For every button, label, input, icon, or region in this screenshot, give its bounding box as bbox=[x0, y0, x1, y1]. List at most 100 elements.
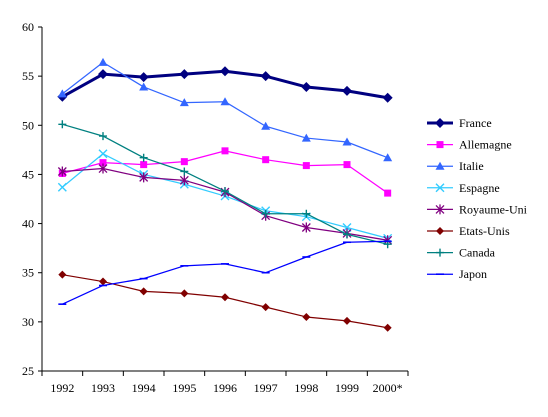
data-point-etats-unis bbox=[343, 316, 351, 325]
legend-label: Japon bbox=[459, 267, 487, 281]
x-tick-label: 1997 bbox=[254, 381, 278, 395]
x-tick-label: 1996 bbox=[213, 381, 237, 395]
data-point-france bbox=[382, 92, 393, 103]
legend-label: Espagne bbox=[459, 181, 500, 195]
y-tick-label: 45 bbox=[22, 167, 34, 181]
data-point-etats-unis bbox=[99, 277, 107, 286]
data-point-allemagne bbox=[302, 162, 310, 170]
data-point-italie bbox=[383, 153, 393, 162]
data-point-allemagne bbox=[343, 161, 351, 169]
x-axis-ticks: 1992 1993 1994 1995 1996 1997 1998 1999 2000* bbox=[41, 371, 409, 395]
y-tick-label: 60 bbox=[22, 20, 34, 34]
legend-item-etats-unis: Etats-Unis bbox=[427, 224, 510, 238]
series-line-canada bbox=[62, 123, 388, 245]
series-line-italie bbox=[61, 61, 388, 159]
data-point-france bbox=[260, 71, 271, 82]
legend-label: Allemagne bbox=[459, 138, 512, 152]
y-tick-label: 40 bbox=[22, 217, 34, 231]
data-point-royaume-uni bbox=[179, 175, 189, 186]
legend-swatch-marker bbox=[435, 161, 445, 170]
series-japon bbox=[58, 240, 392, 305]
data-point-canada bbox=[343, 230, 351, 239]
data-point-allemagne bbox=[221, 147, 229, 155]
data-point-etats-unis bbox=[180, 289, 189, 298]
data-point-italie bbox=[301, 133, 311, 142]
y-tick-label: 55 bbox=[22, 69, 34, 83]
legend-swatch-marker bbox=[435, 118, 445, 128]
data-point-etats-unis bbox=[302, 312, 311, 321]
legend-item-royaume-uni: Royaume-Uni bbox=[427, 202, 528, 216]
x-tick-label: 1992 bbox=[50, 381, 74, 395]
data-point-etats-unis bbox=[221, 293, 229, 302]
y-axis-ticks: 25 30 35 40 45 50 55 60 bbox=[22, 20, 42, 378]
data-point-france bbox=[98, 69, 108, 80]
data-point-italie bbox=[261, 121, 271, 130]
x-tick-label: 1999 bbox=[335, 381, 359, 395]
data-point-espagne bbox=[98, 149, 108, 159]
x-tick-label: 1995 bbox=[172, 381, 196, 395]
series-layer bbox=[57, 57, 393, 332]
data-point-france bbox=[179, 69, 190, 80]
legend-item-italie: Italie bbox=[427, 159, 484, 173]
data-point-france bbox=[342, 85, 352, 96]
data-point-italie bbox=[342, 137, 352, 146]
x-tick-label: 2000* bbox=[373, 381, 403, 395]
data-point-allemagne bbox=[99, 159, 107, 167]
axes bbox=[41, 27, 408, 372]
y-tick-label: 35 bbox=[22, 266, 34, 280]
data-point-royaume-uni bbox=[139, 172, 149, 183]
data-point-canada bbox=[261, 209, 270, 218]
legend-item-france: France bbox=[427, 116, 492, 130]
legend-label: Etats-Unis bbox=[459, 224, 510, 238]
legend-swatch-marker bbox=[436, 227, 444, 235]
legend-swatch-marker bbox=[436, 141, 444, 149]
data-point-france bbox=[301, 81, 312, 92]
legend: France Allemagne Italie Espagne Royaume-Uni E… bbox=[427, 116, 528, 281]
data-point-etats-unis bbox=[139, 287, 148, 296]
data-point-allemagne bbox=[140, 161, 148, 169]
data-point-royaume-uni bbox=[98, 163, 108, 174]
data-point-italie bbox=[179, 98, 189, 107]
data-point-royaume-uni bbox=[301, 222, 311, 233]
legend-item-allemagne: Allemagne bbox=[427, 138, 512, 152]
data-point-italie bbox=[57, 89, 67, 98]
data-point-espagne bbox=[57, 182, 67, 192]
y-tick-label: 25 bbox=[22, 364, 34, 378]
legend-swatch-marker bbox=[435, 204, 445, 215]
data-point-canada bbox=[221, 187, 229, 196]
series-italie bbox=[57, 57, 393, 162]
legend-swatch-marker bbox=[436, 248, 444, 257]
data-point-royaume-uni bbox=[57, 166, 67, 177]
x-tick-label: 1994 bbox=[132, 381, 156, 395]
x-tick-label: 1998 bbox=[294, 381, 318, 395]
data-point-allemagne bbox=[180, 158, 188, 166]
series-france bbox=[57, 66, 393, 103]
legend-label: Canada bbox=[459, 246, 496, 260]
data-point-italie bbox=[139, 82, 149, 91]
legend-swatch-marker bbox=[435, 183, 445, 193]
data-point-etats-unis bbox=[58, 270, 67, 279]
data-point-allemagne bbox=[262, 156, 270, 164]
legend-label: Italie bbox=[459, 159, 484, 173]
data-point-allemagne bbox=[384, 189, 392, 197]
legend-item-canada: Canada bbox=[427, 246, 496, 260]
legend-item-espagne: Espagne bbox=[427, 181, 500, 195]
series-etats-unis bbox=[58, 270, 392, 332]
series-canada bbox=[58, 120, 392, 249]
legend-label: Royaume-Uni bbox=[459, 202, 528, 216]
legend-item-japon: Japon bbox=[427, 267, 487, 281]
legend-label: France bbox=[459, 116, 492, 130]
data-point-canada bbox=[58, 120, 67, 129]
y-tick-label: 50 bbox=[22, 118, 34, 132]
data-point-canada bbox=[302, 209, 311, 218]
y-tick-label: 30 bbox=[22, 315, 34, 329]
data-point-france bbox=[220, 66, 230, 77]
series-royaume-uni bbox=[57, 163, 393, 246]
series-line-royaume-uni bbox=[62, 167, 388, 241]
data-point-canada bbox=[139, 153, 148, 162]
data-point-italie bbox=[220, 97, 230, 106]
data-point-etats-unis bbox=[261, 303, 270, 312]
x-tick-label: 1993 bbox=[91, 381, 115, 395]
data-point-canada bbox=[99, 132, 107, 141]
